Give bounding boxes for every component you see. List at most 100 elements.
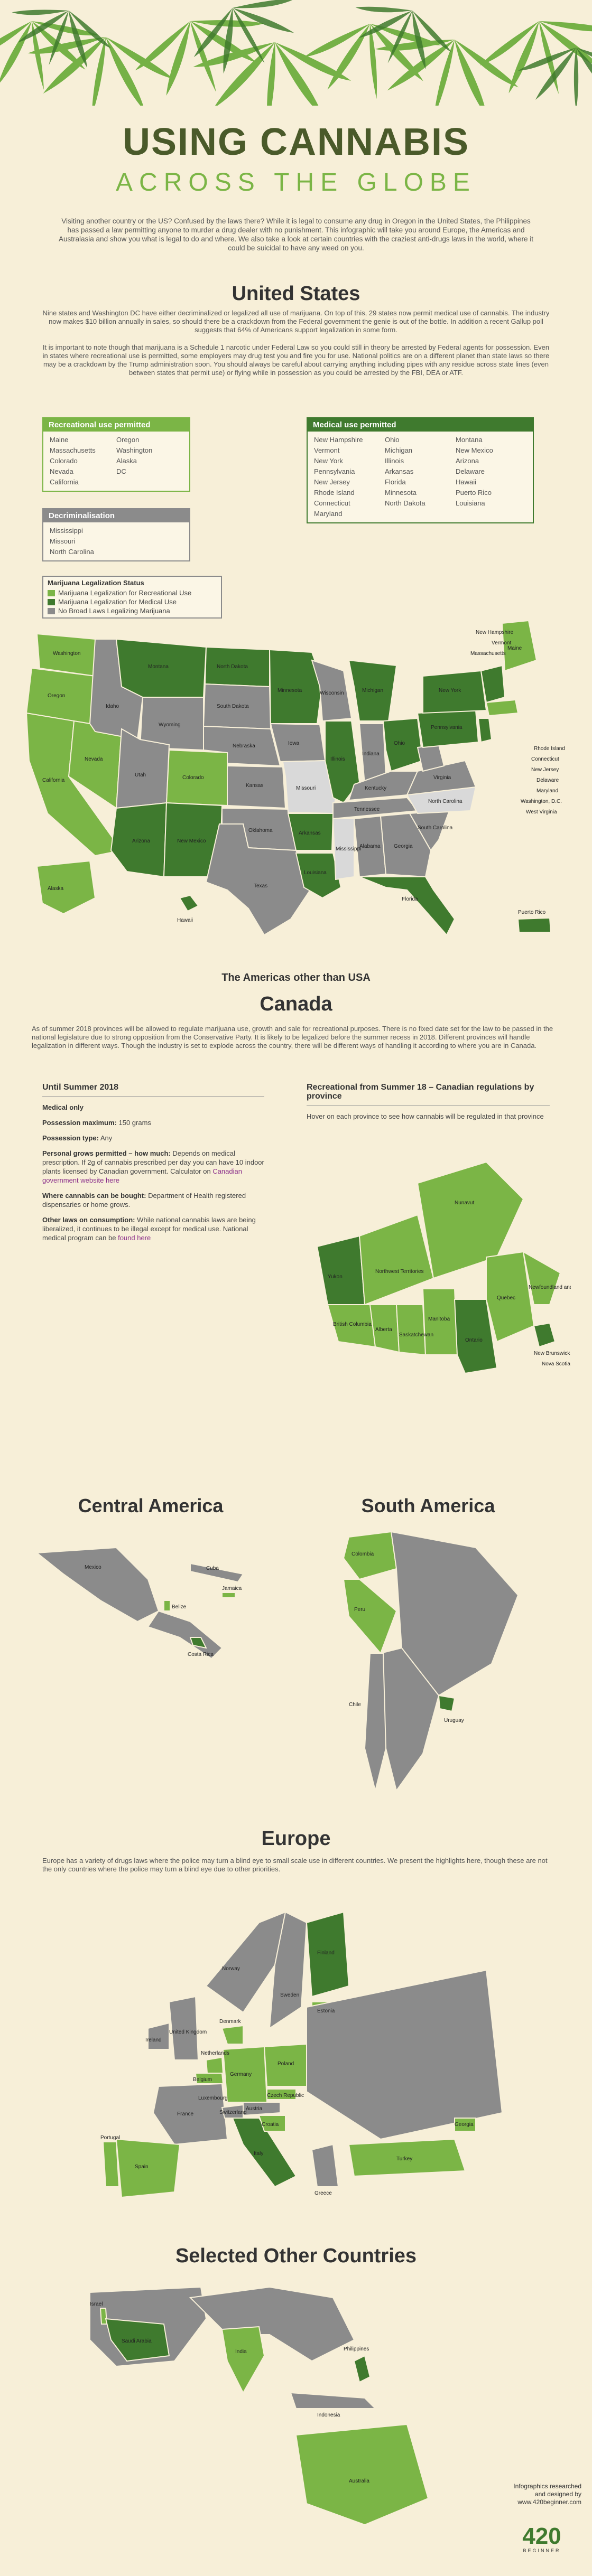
country-turkey[interactable] [348, 2138, 466, 2177]
country-belize[interactable] [163, 1600, 171, 1612]
country-chile[interactable] [364, 1653, 387, 1791]
state-vermont-nh[interactable] [480, 664, 506, 704]
country-india[interactable] [221, 2326, 265, 2394]
svg-text:Colombia: Colombia [352, 1551, 374, 1557]
svg-text:Newfoundland and Labrador: Newfoundland and Labrador [529, 1285, 571, 1290]
svg-text:Michigan: Michigan [362, 688, 383, 694]
svg-text:Kansas: Kansas [246, 783, 263, 789]
map-legend: Marijuana Legalization Status Marijuana … [42, 576, 222, 619]
state-arizona[interactable] [110, 802, 168, 878]
country-cuba[interactable] [190, 1562, 244, 1583]
country-sweden[interactable] [269, 1911, 308, 2029]
state-wisconsin[interactable] [311, 659, 353, 722]
state-maine[interactable] [501, 620, 538, 672]
state-virginia[interactable] [406, 760, 477, 796]
svg-text:New Mexico: New Mexico [177, 838, 206, 844]
country-denmark[interactable] [221, 2025, 244, 2045]
country-australia[interactable] [295, 2423, 429, 2526]
svg-text:Missouri: Missouri [296, 785, 316, 791]
province-nwt[interactable] [358, 1214, 434, 1306]
country-uk[interactable] [168, 1996, 199, 2060]
state-puertorico[interactable] [517, 917, 552, 933]
country-saudi[interactable] [105, 2318, 170, 2362]
canadian-government-link[interactable]: Canadian government website here [42, 1167, 242, 1184]
medical-program-link[interactable]: found here [118, 1234, 151, 1242]
country-finland[interactable] [306, 1911, 350, 1998]
central-america-map[interactable]: Mexico Belize Cuba Costa Rica Jamaica [32, 1532, 275, 1669]
state-westvirginia[interactable] [417, 744, 445, 772]
country-czech[interactable] [266, 2088, 297, 2100]
province-nl[interactable] [522, 1251, 561, 1305]
state-kansas[interactable] [227, 765, 286, 809]
state-mississippi[interactable] [332, 818, 355, 880]
state-hawaii[interactable] [179, 894, 199, 912]
country-philippines[interactable] [353, 2355, 371, 2383]
state-florida[interactable] [359, 876, 456, 936]
svg-text:Maine: Maine [507, 645, 522, 651]
country-peru[interactable] [343, 1579, 397, 1654]
svg-text:Arkansas: Arkansas [299, 830, 321, 836]
country-jamaica[interactable] [221, 1592, 236, 1598]
country-portugal[interactable] [102, 2141, 120, 2187]
region-asia[interactable] [189, 2286, 355, 2362]
province-ontario[interactable] [454, 1299, 498, 1374]
svg-text:New Brunswick: New Brunswick [534, 1351, 570, 1356]
europe-heading: Europe [261, 1828, 331, 1850]
province-quebec[interactable] [486, 1251, 535, 1343]
country-georgia[interactable] [454, 2118, 476, 2132]
country-spain[interactable] [115, 2138, 181, 2198]
svg-text:Indiana: Indiana [362, 751, 380, 757]
country-costarica[interactable] [189, 1637, 207, 1649]
province-nunavut[interactable] [417, 1161, 524, 1279]
country-russia-east[interactable] [306, 1969, 503, 2140]
country-italy[interactable] [232, 2118, 297, 2188]
state-newjersey[interactable] [477, 718, 493, 743]
svg-text:Estonia: Estonia [317, 2008, 335, 2014]
other-countries-heading: Selected Other Countries [175, 2245, 417, 2267]
country-austria[interactable] [243, 2102, 281, 2116]
state-arkansas[interactable] [287, 813, 334, 851]
province-yukon[interactable] [316, 1235, 366, 1305]
svg-text:Washington, D.C.: Washington, D.C. [521, 799, 562, 804]
state-texas[interactable] [205, 823, 313, 936]
state-louisiana[interactable] [295, 853, 342, 899]
svg-text:Oregon: Oregon [48, 693, 65, 699]
central-america-heading: Central America [78, 1495, 224, 1516]
country-ireland[interactable] [147, 2022, 170, 2050]
country-belgium[interactable] [195, 2073, 224, 2084]
us-map-labels: Washington Oregon California Nevada Idah… [42, 630, 565, 923]
province-saskatchewan[interactable] [395, 1304, 427, 1356]
state-ohio[interactable] [382, 717, 424, 772]
svg-text:Saudi Arabia: Saudi Arabia [122, 2338, 152, 2344]
country-brazil[interactable] [390, 1531, 519, 1697]
recreational-list-2: Oregon Washington Alaska DC [116, 436, 153, 475]
other-countries-map[interactable]: Israel Saudi Arabia India Philippines In… [69, 2277, 502, 2551]
country-uruguay[interactable] [438, 1694, 456, 1712]
europe-map[interactable]: Norway Finland Sweden Estonia Denmark Ir… [85, 1891, 518, 2218]
recreational-box: Recreational use permitted Maine Massachu… [42, 417, 190, 492]
credit-link[interactable]: www.420beginner.com [517, 2498, 581, 2506]
recreational-list-1: Maine Massachusetts Colorado Nevada Californ… [50, 436, 96, 486]
state-nebraska[interactable] [203, 725, 281, 767]
province-nb[interactable] [533, 1322, 556, 1348]
south-america-map[interactable]: Colombia Peru Chile Uruguay [317, 1526, 539, 1801]
country-netherlands[interactable] [205, 2056, 224, 2074]
country-israel[interactable] [99, 2308, 108, 2325]
state-alaska[interactable] [36, 860, 96, 915]
canada-map[interactable]: Yukon Northwest Territories Nunavut Brit… [296, 1151, 571, 1379]
svg-text:Netherlands: Netherlands [201, 2050, 229, 2056]
svg-text:Australia: Australia [349, 2478, 369, 2484]
state-massachusetts[interactable] [485, 699, 519, 717]
state-newyork[interactable] [422, 670, 487, 714]
country-croatia[interactable] [258, 2115, 286, 2132]
country-france[interactable] [152, 2083, 228, 2146]
country-mexico[interactable] [35, 1547, 160, 1623]
svg-text:Alabama: Alabama [359, 844, 381, 849]
state-michigan[interactable] [348, 659, 397, 722]
country-greece[interactable] [311, 2143, 339, 2187]
us-map[interactable]: Washington Oregon California Nevada Idah… [16, 602, 576, 940]
country-colombia[interactable] [343, 1531, 397, 1580]
svg-text:Wisconsin: Wisconsin [320, 690, 344, 696]
state-minnesota[interactable] [269, 649, 323, 724]
country-indonesia[interactable] [290, 2392, 377, 2409]
